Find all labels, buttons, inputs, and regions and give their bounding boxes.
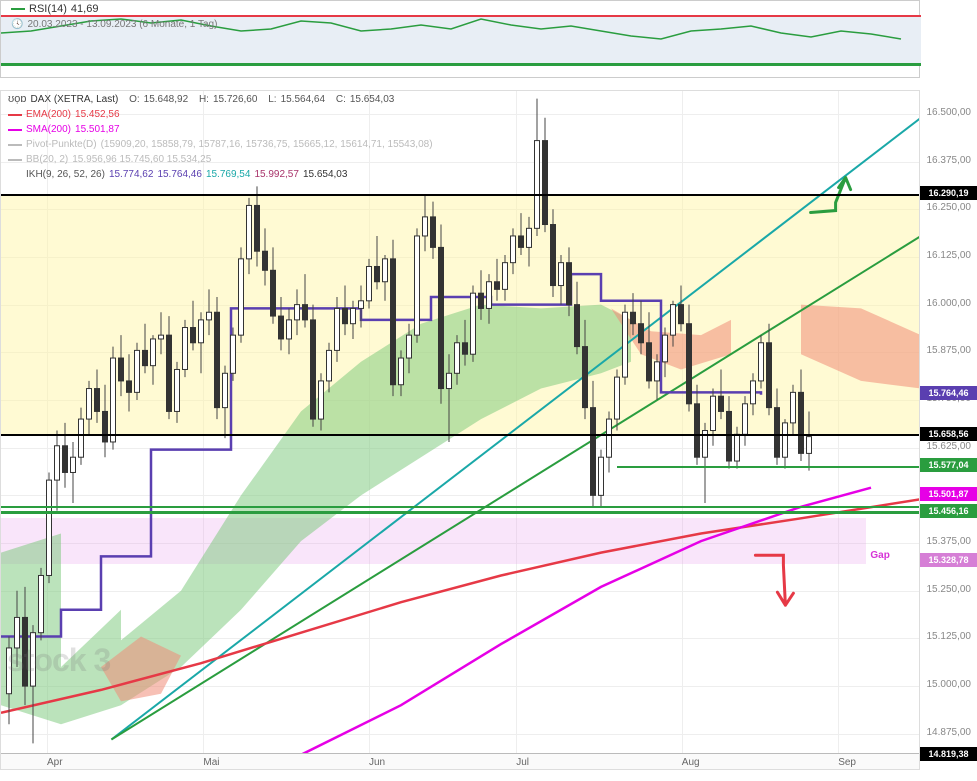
indicator-value: 15.452,56 [75,107,120,122]
clock-icon: 🕓 [11,19,23,30]
ohlc-h-label: H: [199,92,209,107]
price-marker: 15.456,16 [920,504,977,518]
y-tick-label: 16.250,00 [927,202,972,213]
hline [1,194,920,196]
y-tick-label: 16.000,00 [927,298,972,309]
y-tick-label: 15.875,00 [927,345,972,356]
ohlc-o-label: O: [129,92,140,107]
x-tick: Aug [682,757,700,768]
legend-indicator-row: BB(20, 2) 15.956,96 15.745,60 15.534,25 [8,152,433,167]
legend-dash [8,174,22,176]
gap-label: Gap [870,550,889,561]
main-price-panel[interactable]: Gap stock 3 Apr Mai Jun Jul Aug Sep [0,90,920,770]
price-marker: 15.328,78 [920,553,977,567]
main-svg-layer [1,91,920,755]
price-marker: 15.764,46 [920,386,977,400]
rsi-label: RSI(14) [29,3,67,15]
ohlc-c-label: C: [336,92,346,107]
legend-dash [8,114,22,116]
price-marker: 15.577,04 [920,458,977,472]
indicator-name: BB(20, 2) [26,152,68,167]
x-tick: Apr [47,757,63,768]
indicator-values: 15.956,96 15.745,60 15.534,25 [72,152,211,167]
legend-indicator-row: Pivot-Punkte(D) (15909,20, 15858,79, 157… [8,137,433,152]
indicator-name: EMA(200) [26,107,71,122]
x-tick: Mai [203,757,219,768]
ohlc-l: 15.564,64 [281,92,326,107]
rsi-line-svg [1,1,921,79]
rsi-value: 41,69 [71,3,99,15]
x-tick: Jul [516,757,529,768]
rsi-legend: RSI(14) 41,69 [11,3,98,15]
indicator-value: 15.501,87 [75,122,120,137]
legend-dash [8,129,22,131]
y-tick-label: 16.500,00 [927,107,972,118]
hline [1,511,920,514]
indicator-value: 15.764,46 [157,167,202,182]
main-legend: ʊọɒ DAX (XETRA, Last) O: 15.648,92 H: 15… [8,92,433,182]
x-axis: Apr Mai Jun Jul Aug Sep [1,753,920,769]
y-tick-label: 16.375,00 [927,155,972,166]
indicator-value: 15.992,57 [254,167,299,182]
hline [617,466,920,468]
y-tick-label: 14.875,00 [927,727,972,738]
x-tick: Jun [369,757,385,768]
x-tick: Sep [838,757,856,768]
indicator-values: (15909,20, 15858,79, 15787,16, 15736,75,… [101,137,433,152]
hline [1,434,920,436]
y-tick-label: 15.250,00 [927,584,972,595]
ohlc-c: 15.654,03 [350,92,395,107]
rsi-panel[interactable]: RSI(14) 41,69 🕓 20.03.2023 - 13.09.2023 … [0,0,920,78]
price-marker: 15.658,56 [920,427,977,441]
y-tick-label: 15.000,00 [927,679,972,690]
indicator-value: 15.774,62 [109,167,154,182]
indicator-value: 15.654,03 [303,167,348,182]
price-marker: 15.501,87 [920,487,977,501]
legend-indicator-row: EMA(200) 15.452,56 [8,107,433,122]
legend-symbol-row: ʊọɒ DAX (XETRA, Last) O: 15.648,92 H: 15… [8,92,433,107]
legend-indicator-row: SMA(200) 15.501,87 [8,122,433,137]
candle-icon: ʊọɒ [8,92,27,107]
ohlc-l-label: L: [268,92,276,107]
watermark: stock 3 [7,642,110,679]
ohlc-o: 15.648,92 [144,92,189,107]
legend-dash [8,144,22,146]
chart-container: RSI(14) 41,69 🕓 20.03.2023 - 13.09.2023 … [0,0,977,781]
rsi-legend-dash [11,8,25,10]
price-marker: 16.290,19 [920,186,977,200]
rsi-date-text: 20.03.2023 - 13.09.2023 (6 Monate, 1 Tag… [27,19,217,30]
y-tick-label: 15.625,00 [927,441,972,452]
y-tick-label: 15.125,00 [927,631,972,642]
legend-indicator-row: IKH(9, 26, 52, 26) 15.774,62 15.764,46 1… [8,167,433,182]
y-tick-label: 15.375,00 [927,536,972,547]
y-tick-label: 16.125,00 [927,250,972,261]
hline [1,506,920,508]
legend-dash [8,159,22,161]
price-marker: 14.819,38 [920,747,977,761]
indicator-name: SMA(200) [26,122,71,137]
indicator-name: Pivot-Punkte(D) [26,137,97,152]
indicator-name: IKH(9, 26, 52, 26) [26,167,105,182]
ohlc-h: 15.726,60 [213,92,258,107]
rsi-date-range: 🕓 20.03.2023 - 13.09.2023 (6 Monate, 1 T… [11,19,217,30]
symbol-name: DAX (XETRA, Last) [31,92,119,107]
indicator-value: 15.769,54 [206,167,251,182]
